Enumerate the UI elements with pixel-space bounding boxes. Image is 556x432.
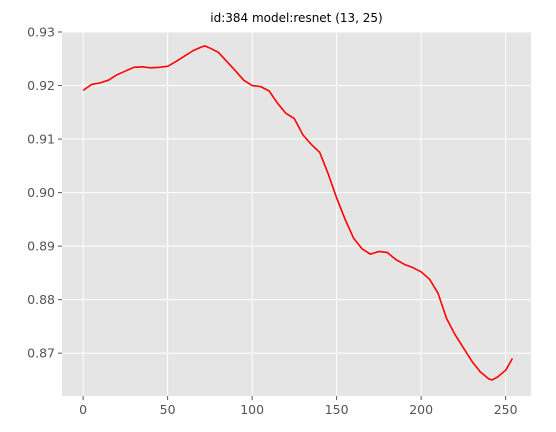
- x-tick-label: 250: [494, 402, 518, 417]
- x-tick-label: 100: [240, 402, 264, 417]
- y-tick-label: 0.93: [27, 25, 55, 40]
- plot-area: [62, 32, 531, 396]
- y-tick-label: 0.87: [27, 346, 55, 361]
- y-axis: 0.87 0.88 0.89 0.90 0.91 0.92 0.93: [27, 25, 62, 361]
- y-tick-label: 0.89: [27, 239, 55, 254]
- chart-title: id:384 model:resnet (13, 25): [210, 11, 382, 25]
- x-tick-label: 150: [325, 402, 349, 417]
- y-tick-label: 0.90: [27, 185, 55, 200]
- grid-lines: [62, 31, 531, 396]
- x-tick-label: 50: [160, 402, 176, 417]
- series-group: [82, 45, 514, 381]
- x-tick-label: 200: [409, 402, 433, 417]
- y-tick-label: 0.92: [27, 78, 55, 93]
- y-tick-label: 0.91: [27, 132, 55, 147]
- y-tick-label: 0.88: [27, 292, 55, 307]
- series-line: [82, 45, 514, 381]
- x-axis: 0 50 100 150 200 250: [79, 396, 518, 417]
- x-tick-label: 0: [79, 402, 87, 417]
